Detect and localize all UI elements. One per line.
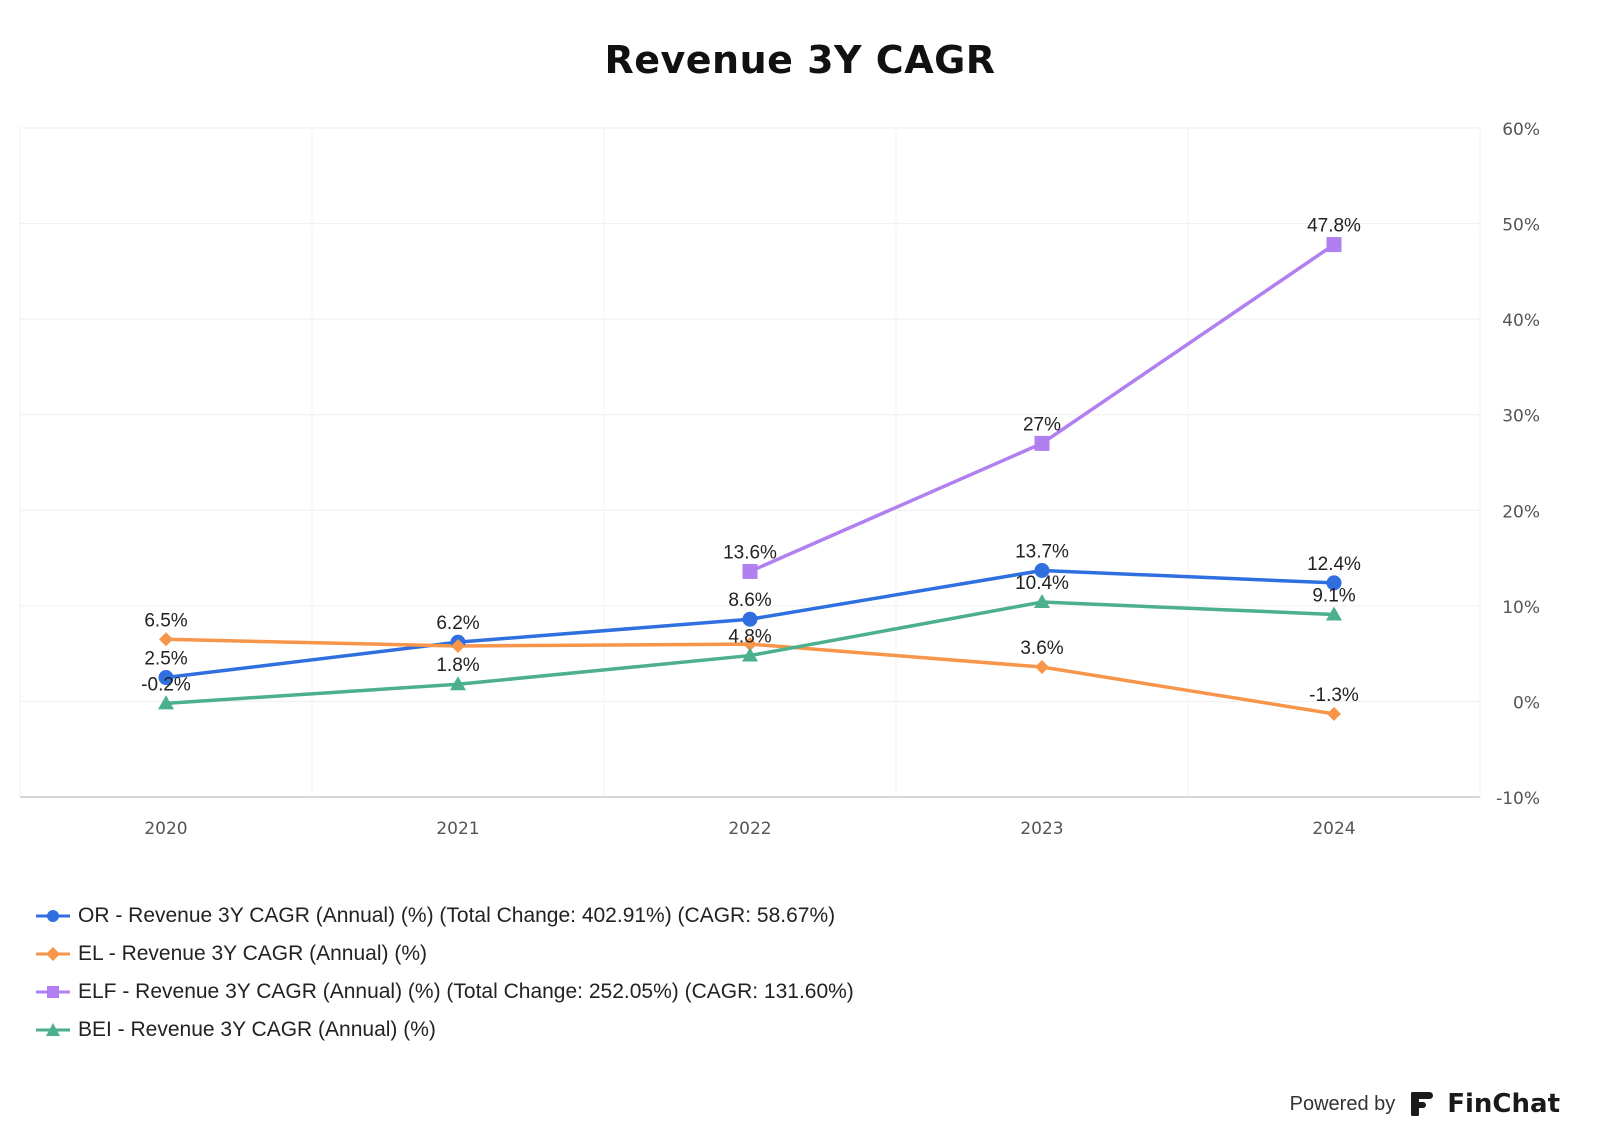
x-tick-label: 2020	[144, 819, 187, 839]
data-point	[450, 676, 466, 691]
brand-name: FinChat	[1447, 1089, 1560, 1119]
data-label: -1.3%	[1309, 685, 1359, 706]
data-point	[742, 611, 758, 627]
y-tick-label: 60%	[1502, 120, 1540, 140]
x-tick-label: 2024	[1312, 819, 1355, 839]
data-label: 2.5%	[144, 649, 187, 670]
data-label: 9.1%	[1312, 585, 1355, 606]
legend-label-bei: BEI - Revenue 3Y CAGR (Annual) (%)	[78, 1018, 436, 1041]
data-point	[1034, 594, 1050, 609]
legend-item-bei[interactable]: BEI - Revenue 3Y CAGR (Annual) (%)	[36, 1011, 854, 1049]
data-point	[1034, 562, 1050, 578]
series-line-2	[749, 243, 1335, 574]
data-label: 13.7%	[1015, 541, 1069, 562]
data-label: 12.4%	[1307, 554, 1361, 575]
data-point	[451, 638, 465, 653]
data-point	[742, 647, 758, 662]
data-label: 4.8%	[728, 627, 771, 648]
circle-marker-icon	[36, 910, 70, 922]
data-label: -0.2%	[141, 674, 191, 695]
data-point	[1326, 606, 1342, 621]
y-tick-label: -10%	[1496, 789, 1540, 809]
powered-by: Powered by FinChat	[1290, 1088, 1560, 1120]
chart-legend: OR - Revenue 3Y CAGR (Annual) (%) (Total…	[36, 897, 854, 1049]
data-label: 10.4%	[1015, 573, 1069, 594]
x-tick-label: 2021	[436, 819, 479, 839]
y-tick-label: 0%	[1513, 693, 1540, 713]
data-label: 13.6%	[723, 542, 777, 563]
legend-item-el[interactable]: EL - Revenue 3Y CAGR (Annual) (%)	[36, 935, 854, 973]
data-point	[1035, 660, 1049, 675]
y-tick-label: 40%	[1502, 311, 1540, 331]
data-point	[159, 632, 173, 647]
y-tick-label: 50%	[1502, 216, 1540, 236]
legend-label-el: EL - Revenue 3Y CAGR (Annual) (%)	[78, 942, 427, 965]
data-label: 1.8%	[436, 655, 479, 676]
data-point	[158, 670, 174, 686]
triangle-marker-icon	[36, 1023, 70, 1036]
x-tick-label: 2023	[1020, 819, 1063, 839]
x-tick-label: 2022	[728, 819, 771, 839]
data-point	[1326, 575, 1342, 591]
data-label: 27%	[1023, 414, 1061, 435]
chart-title: Revenue 3Y CAGR	[604, 38, 996, 82]
finchat-logo-icon	[1411, 1092, 1434, 1116]
y-tick-label: 20%	[1502, 502, 1540, 522]
data-point	[742, 563, 758, 579]
diamond-marker-icon	[36, 947, 70, 961]
data-label: 47.8%	[1307, 216, 1361, 237]
data-point	[1034, 435, 1050, 451]
line-chart: 60% 50% 40% 30% 20% 10% 0% -10% 2020 2021 2022 2023…	[19, 120, 1540, 839]
legend-label-elf: ELF - Revenue 3Y CAGR (Annual) (%) (Tota…	[78, 980, 854, 1003]
legend-label-or: OR - Revenue 3Y CAGR (Annual) (%) (Total…	[78, 904, 836, 927]
data-label: 3.6%	[1020, 638, 1063, 659]
y-tick-label: 30%	[1502, 407, 1540, 427]
square-marker-icon	[36, 986, 70, 998]
data-label: 6.5%	[144, 610, 187, 631]
data-point	[743, 637, 757, 652]
y-tick-label: 10%	[1502, 598, 1540, 618]
powered-by-label: Powered by	[1289, 1092, 1396, 1115]
data-point	[1327, 706, 1341, 721]
legend-item-or[interactable]: OR - Revenue 3Y CAGR (Annual) (%) (Total…	[36, 897, 854, 935]
legend-item-elf[interactable]: ELF - Revenue 3Y CAGR (Annual) (%) (Tota…	[36, 973, 854, 1011]
data-point	[158, 695, 174, 710]
data-label: 6.2%	[436, 613, 479, 634]
data-point	[1326, 237, 1342, 253]
data-label: 8.6%	[728, 590, 771, 611]
